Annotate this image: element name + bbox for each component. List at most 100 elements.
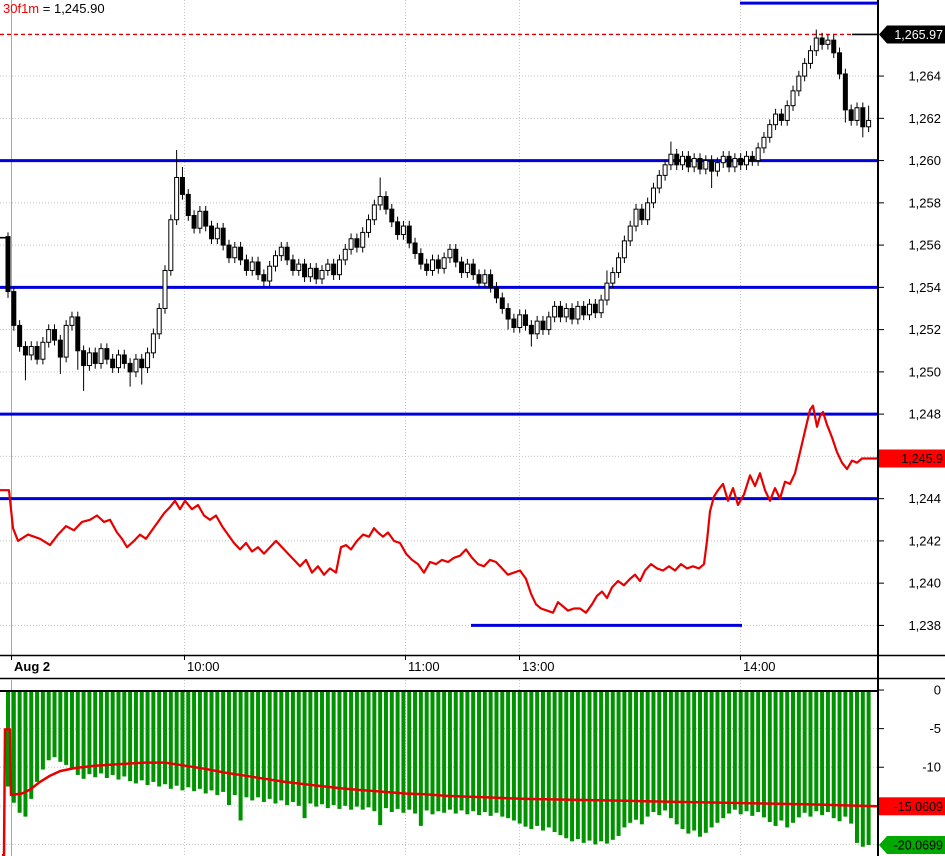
average-red-line[interactable]: [2, 728, 878, 856]
histogram-bar: [738, 690, 743, 815]
histogram-bar: [616, 690, 621, 836]
histogram-bar: [756, 690, 761, 812]
candle-body: [598, 299, 604, 314]
candle-body: [389, 208, 395, 223]
histogram-bar: [133, 690, 138, 784]
histogram-bar: [180, 690, 185, 791]
histogram-bar: [727, 690, 732, 814]
histogram-bar: [424, 690, 429, 811]
time-label: 14:00: [743, 659, 776, 674]
histogram-bar: [604, 690, 609, 844]
candle-body: [697, 157, 703, 170]
candle-body: [115, 354, 121, 369]
candlestick-series[interactable]: [5, 29, 872, 391]
candle-body: [139, 358, 145, 369]
histogram-bar: [511, 690, 516, 821]
histogram-bar: [64, 690, 69, 765]
histogram-bar: [17, 690, 22, 813]
histogram-bar: [540, 690, 545, 831]
overlay-red-line[interactable]: [0, 404, 877, 614]
candle-body: [150, 333, 156, 354]
time-axis[interactable]: Aug 2 10:00 11:00 13:00 14:00: [0, 654, 945, 680]
candle-body: [418, 253, 424, 265]
price-axis[interactable]: 1,264 1,262 1,260 1,258 1,256 1,254 1,252 1,250…: [877, 0, 945, 856]
candle-body: [714, 162, 720, 172]
axis-badge-label: -15.0609: [894, 800, 943, 814]
candle-body: [197, 210, 203, 229]
candle-body: [307, 267, 313, 278]
histogram-bar: [23, 690, 28, 817]
axis-badge-label: -20.0699: [894, 838, 943, 852]
blue-price-levels[interactable]: [0, 1, 877, 627]
candle-body: [726, 155, 732, 168]
histogram-bar: [163, 690, 168, 785]
candle-body: [505, 307, 511, 320]
candle-body: [744, 155, 750, 166]
histogram-bar: [378, 690, 383, 826]
histogram-bar: [139, 690, 144, 781]
candle-body: [238, 246, 244, 261]
histogram-bar: [250, 690, 255, 801]
candle-body: [569, 307, 575, 320]
time-label: 10:00: [187, 659, 220, 674]
histogram-bar: [436, 690, 441, 812]
last-price-label: 1,245.90: [53, 1, 105, 16]
candle-body: [848, 109, 854, 121]
candle-body: [476, 274, 482, 284]
histogram-bar: [552, 690, 557, 833]
histogram-bar: [791, 690, 796, 823]
price-label: 1,252: [908, 322, 941, 337]
histogram-bar: [581, 690, 586, 843]
candle-body: [802, 62, 808, 77]
candle-body: [540, 320, 546, 331]
candle-body: [784, 105, 790, 121]
histogram-bar: [413, 690, 418, 814]
value-label: -10: [922, 760, 941, 775]
histogram-bar: [564, 690, 569, 839]
time-label: 13:00: [522, 659, 555, 674]
histogram-bar: [186, 690, 191, 788]
histogram-bar: [447, 690, 452, 810]
candle-body: [656, 174, 662, 189]
candle-body: [319, 269, 325, 280]
value-label: 0: [934, 683, 941, 698]
price-label: 1,242: [908, 533, 941, 548]
histogram-bar: [680, 690, 685, 829]
histogram-bar: [197, 690, 202, 789]
histogram-bar: [767, 690, 772, 823]
candle-body: [406, 225, 412, 244]
candle-body: [57, 339, 63, 358]
candle-body: [220, 227, 226, 246]
candle-body: [383, 196, 389, 210]
histogram-bar: [331, 690, 336, 806]
histogram-bar: [599, 690, 604, 842]
top-panel-gridlines: [0, 0, 877, 655]
candle-body: [278, 246, 284, 257]
candle-body: [86, 352, 92, 367]
axis-background: [878, 0, 945, 856]
candle-body: [395, 221, 401, 236]
candle-body: [313, 267, 319, 280]
histogram-bar: [477, 690, 482, 816]
histogram-bar: [750, 690, 755, 816]
histogram-bar: [860, 690, 865, 847]
histogram-bar: [93, 690, 98, 778]
candle-body: [261, 274, 267, 282]
candle-body: [75, 316, 81, 352]
average-red-polyline: [2, 728, 878, 856]
candle-body: [63, 324, 69, 358]
candle-body: [342, 248, 348, 261]
candle-body: [488, 274, 494, 288]
candle-body: [837, 52, 843, 75]
histogram-bar: [221, 690, 226, 792]
candle-body: [331, 263, 337, 276]
histogram-series[interactable]: [0, 690, 877, 847]
candle-body: [133, 358, 139, 373]
candle-body: [429, 259, 435, 271]
candle-body: [645, 202, 651, 221]
candle-body: [493, 286, 499, 299]
histogram-bar: [796, 690, 801, 818]
candle-body: [819, 37, 825, 45]
candle-body: [831, 39, 837, 54]
